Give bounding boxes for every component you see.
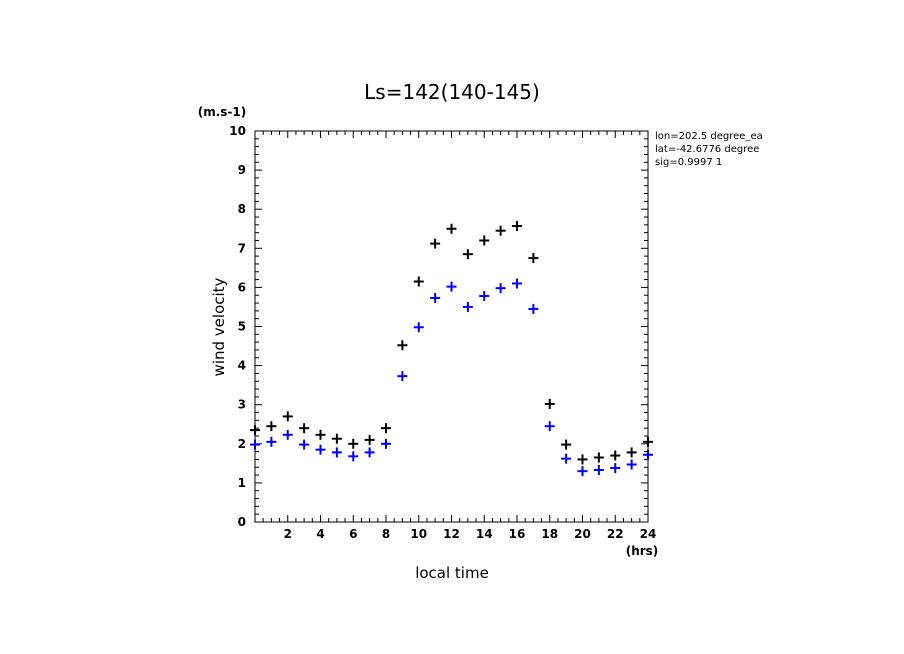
x-tick-label: 22: [607, 527, 624, 541]
y-unit-label: (m.s-1): [198, 105, 247, 119]
data-point-series-1: [643, 436, 653, 447]
data-point-series-1: [610, 450, 621, 461]
data-point-series-2: [626, 459, 637, 470]
data-point-series-2: [512, 278, 522, 289]
y-tick-label: 6: [238, 280, 246, 294]
y-tick-label: 4: [238, 359, 246, 373]
x-tick-label: 14: [476, 527, 493, 541]
data-point-series-2: [479, 291, 490, 302]
data-point-series-2: [381, 438, 391, 449]
data-point-series-2: [577, 466, 588, 477]
y-tick-label: 1: [238, 476, 246, 490]
data-point-series-2: [397, 371, 408, 382]
x-axis-label: local time: [415, 564, 489, 582]
data-point-series-1: [381, 423, 391, 434]
data-point-series-2: [495, 283, 506, 294]
data-point-series-2: [446, 281, 457, 292]
annotation-lon: lon=202.5 degree_ea: [655, 131, 763, 142]
data-point-series-2: [299, 439, 310, 450]
x-tick-label: 20: [574, 527, 591, 541]
data-point-series-2: [462, 301, 473, 312]
data-point-series-1: [512, 221, 522, 232]
data-point-series-2: [430, 292, 441, 303]
data-point-series-1: [528, 253, 539, 264]
y-tick-label: 3: [238, 398, 246, 412]
data-point-series-2: [561, 453, 572, 464]
data-point-series-1: [299, 423, 310, 434]
y-tick-label: 10: [229, 124, 246, 138]
data-point-series-1: [282, 411, 293, 422]
data-point-series-1: [397, 340, 408, 351]
x-tick-label: 16: [509, 527, 526, 541]
data-point-series-1: [544, 398, 555, 409]
data-point-series-2: [250, 439, 260, 450]
data-point-series-2: [643, 449, 653, 460]
y-tick-label: 7: [238, 241, 246, 255]
data-point-series-2: [348, 451, 359, 462]
data-point-series-1: [364, 434, 375, 445]
data-point-series-2: [331, 447, 342, 458]
x-tick-label: 18: [541, 527, 558, 541]
data-point-series-1: [348, 438, 359, 449]
x-tick-label: 12: [443, 527, 460, 541]
data-point-series-1: [266, 421, 277, 432]
y-tick-label: 0: [238, 515, 246, 529]
data-point-series-1: [593, 452, 604, 463]
data-point-series-1: [495, 225, 506, 236]
data-point-series-1: [479, 235, 490, 246]
y-tick-label: 9: [238, 163, 246, 177]
y-tick-label: 5: [238, 320, 246, 334]
data-point-series-1: [331, 433, 342, 444]
x-tick-label: 8: [382, 527, 390, 541]
data-point-series-1: [446, 223, 457, 234]
data-point-series-2: [413, 322, 424, 333]
x-tick-label: 24: [640, 527, 657, 541]
data-point-series-2: [282, 429, 293, 440]
y-tick-label: 8: [238, 202, 246, 216]
x-tick-label: 4: [316, 527, 324, 541]
chart-title: Ls=142(140-145): [364, 80, 540, 104]
data-point-series-1: [430, 238, 441, 249]
data-point-series-2: [593, 464, 604, 475]
y-axis-label: wind velocity: [210, 277, 228, 376]
annotation-lat: lat=-42.6776 degree: [655, 144, 759, 155]
data-point-series-1: [561, 439, 572, 450]
data-point-series-2: [364, 447, 375, 458]
data-point-series-1: [413, 276, 424, 287]
data-point-series-1: [462, 249, 473, 260]
x-unit-label: (hrs): [626, 544, 659, 558]
data-point-series-1: [626, 447, 637, 458]
plot-frame: [254, 130, 649, 523]
data-point-series-1: [250, 425, 260, 436]
x-tick-label: 6: [349, 527, 357, 541]
data-point-series-2: [315, 444, 326, 455]
data-point-series-2: [528, 303, 539, 314]
annotation-sig: sig=0.9997 1: [655, 157, 722, 168]
data-points: [250, 221, 653, 477]
data-point-series-2: [544, 421, 555, 432]
x-tick-label: 2: [284, 527, 292, 541]
data-point-series-2: [610, 463, 621, 474]
data-point-series-1: [577, 454, 588, 465]
data-point-series-1: [315, 429, 326, 440]
x-tick-label: 10: [410, 527, 427, 541]
y-tick-label: 2: [238, 437, 246, 451]
data-point-series-2: [266, 436, 277, 447]
